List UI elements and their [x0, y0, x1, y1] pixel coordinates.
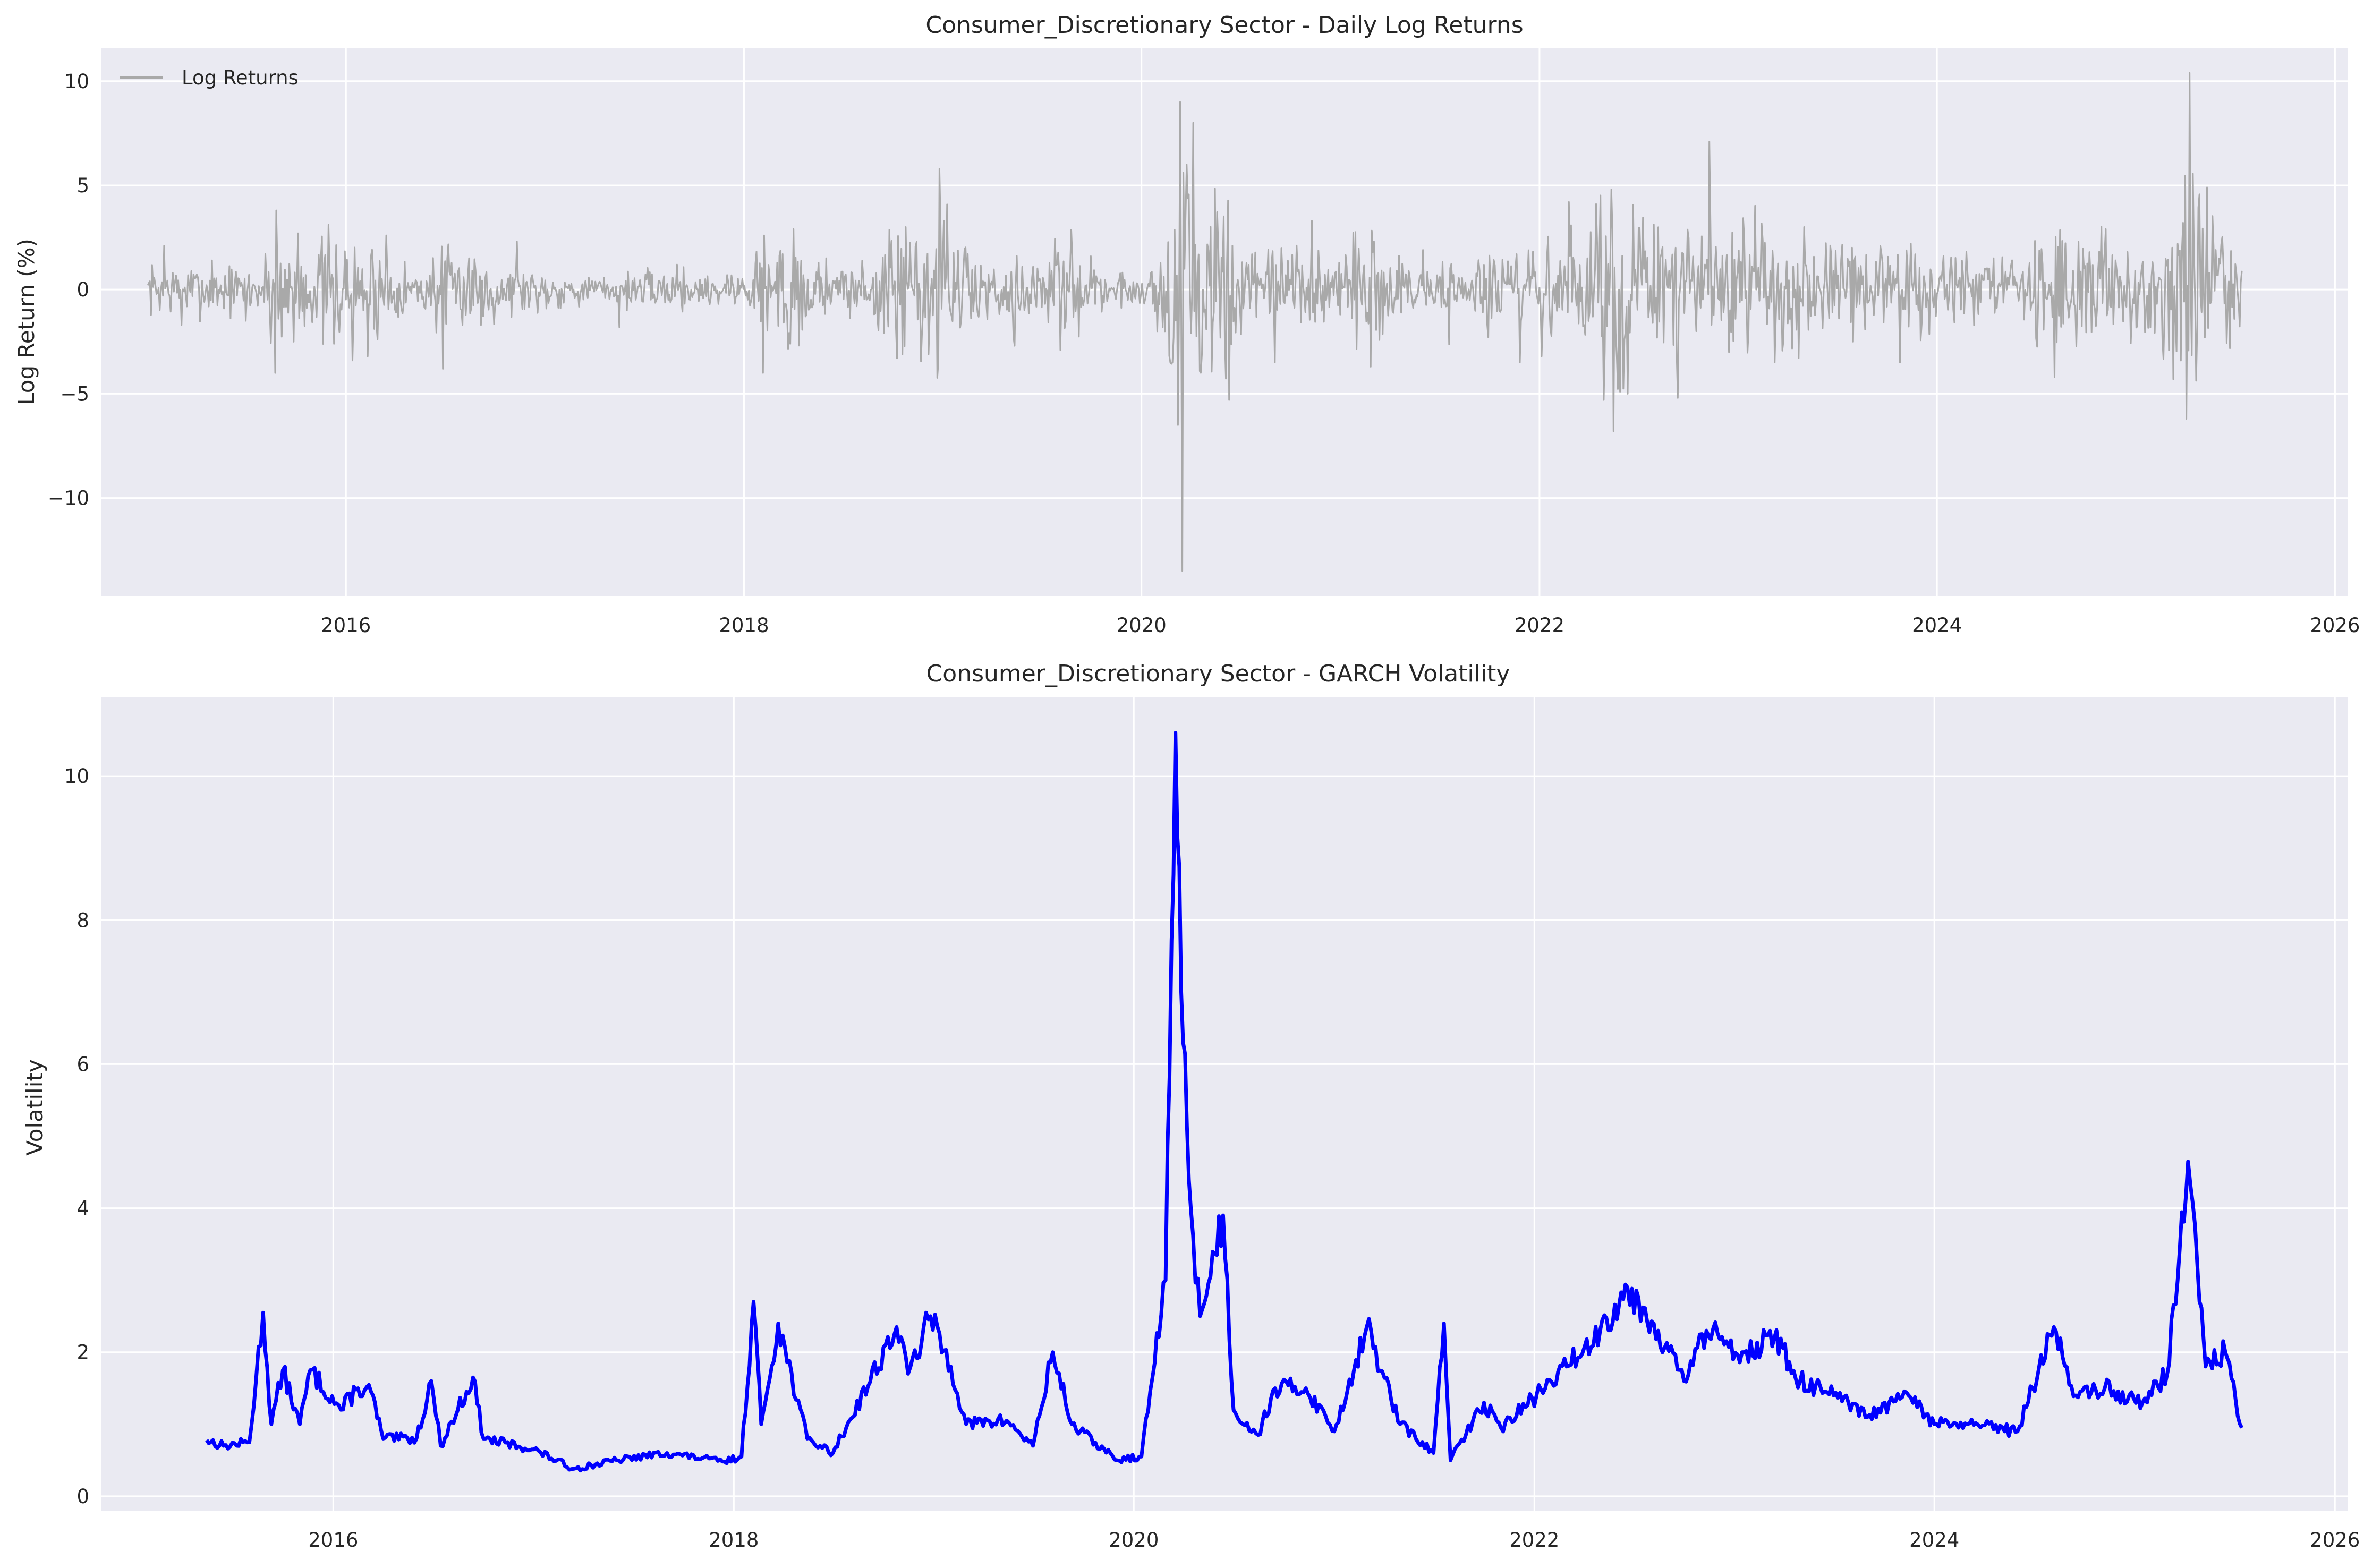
returns-x-tick-label: 2024	[1912, 614, 1962, 637]
returns-y-tick-label: −5	[60, 382, 89, 405]
returns-series-line	[147, 72, 2243, 572]
returns-x-tick-label: 2016	[321, 614, 371, 637]
volatility-y-tick-label: 0	[76, 1485, 89, 1508]
volatility-y-tick-label: 10	[64, 765, 89, 788]
returns-legend: Log Returns	[120, 66, 299, 89]
volatility-x-tick-label: 2018	[709, 1529, 759, 1552]
volatility-x-tick-label: 2016	[308, 1529, 358, 1552]
returns-grid	[101, 48, 2348, 596]
returns-y-tick-labels: −10 −5 0 5 10	[48, 70, 89, 510]
returns-y-axis-label: Log Return (%)	[13, 238, 39, 405]
returns-y-tick-label: 10	[64, 70, 89, 93]
volatility-y-axis-label: Volatility	[22, 1059, 48, 1155]
volatility-x-tick-label: 2022	[1509, 1529, 1559, 1552]
returns-x-tick-label: 2020	[1117, 614, 1167, 637]
volatility-y-tick-label: 6	[76, 1053, 89, 1076]
returns-y-tick-label: 0	[76, 278, 89, 301]
returns-x-tick-label: 2018	[719, 614, 769, 637]
returns-y-tick-label: −10	[48, 487, 89, 510]
volatility-y-tick-labels: 0 2 4 6 8 10	[64, 765, 89, 1508]
volatility-x-tick-label: 2026	[2310, 1529, 2360, 1552]
returns-panel: 2016 2018 2020 2022 2024 2026 −10 −5 0 5 10 Consu…	[13, 12, 2360, 637]
legend-label-log-returns: Log Returns	[182, 66, 299, 89]
returns-x-tick-labels: 2016 2018 2020 2022 2024 2026	[321, 614, 2360, 637]
volatility-x-tick-labels: 2016 2018 2020 2022 2024 2026	[308, 1529, 2360, 1552]
volatility-panel: 2016 2018 2020 2022 2024 2026 0 2 4 6 8 10 Consume…	[22, 660, 2360, 1552]
returns-chart-title: Consumer_Discretionary Sector - Daily Lo…	[925, 12, 1523, 39]
volatility-x-tick-label: 2020	[1109, 1529, 1159, 1552]
volatility-grid	[101, 697, 2348, 1511]
returns-y-tick-label: 5	[76, 174, 89, 197]
volatility-y-tick-label: 8	[76, 909, 89, 932]
volatility-series-line	[205, 731, 2244, 1473]
returns-x-tick-label: 2026	[2310, 614, 2360, 637]
volatility-x-tick-label: 2024	[1909, 1529, 1959, 1552]
volatility-y-tick-label: 2	[76, 1341, 89, 1364]
volatility-y-tick-label: 4	[76, 1197, 89, 1220]
returns-x-tick-label: 2022	[1515, 614, 1564, 637]
volatility-chart-title: Consumer_Discretionary Sector - GARCH Vo…	[926, 660, 1510, 687]
volatility-plot-area	[101, 697, 2348, 1511]
